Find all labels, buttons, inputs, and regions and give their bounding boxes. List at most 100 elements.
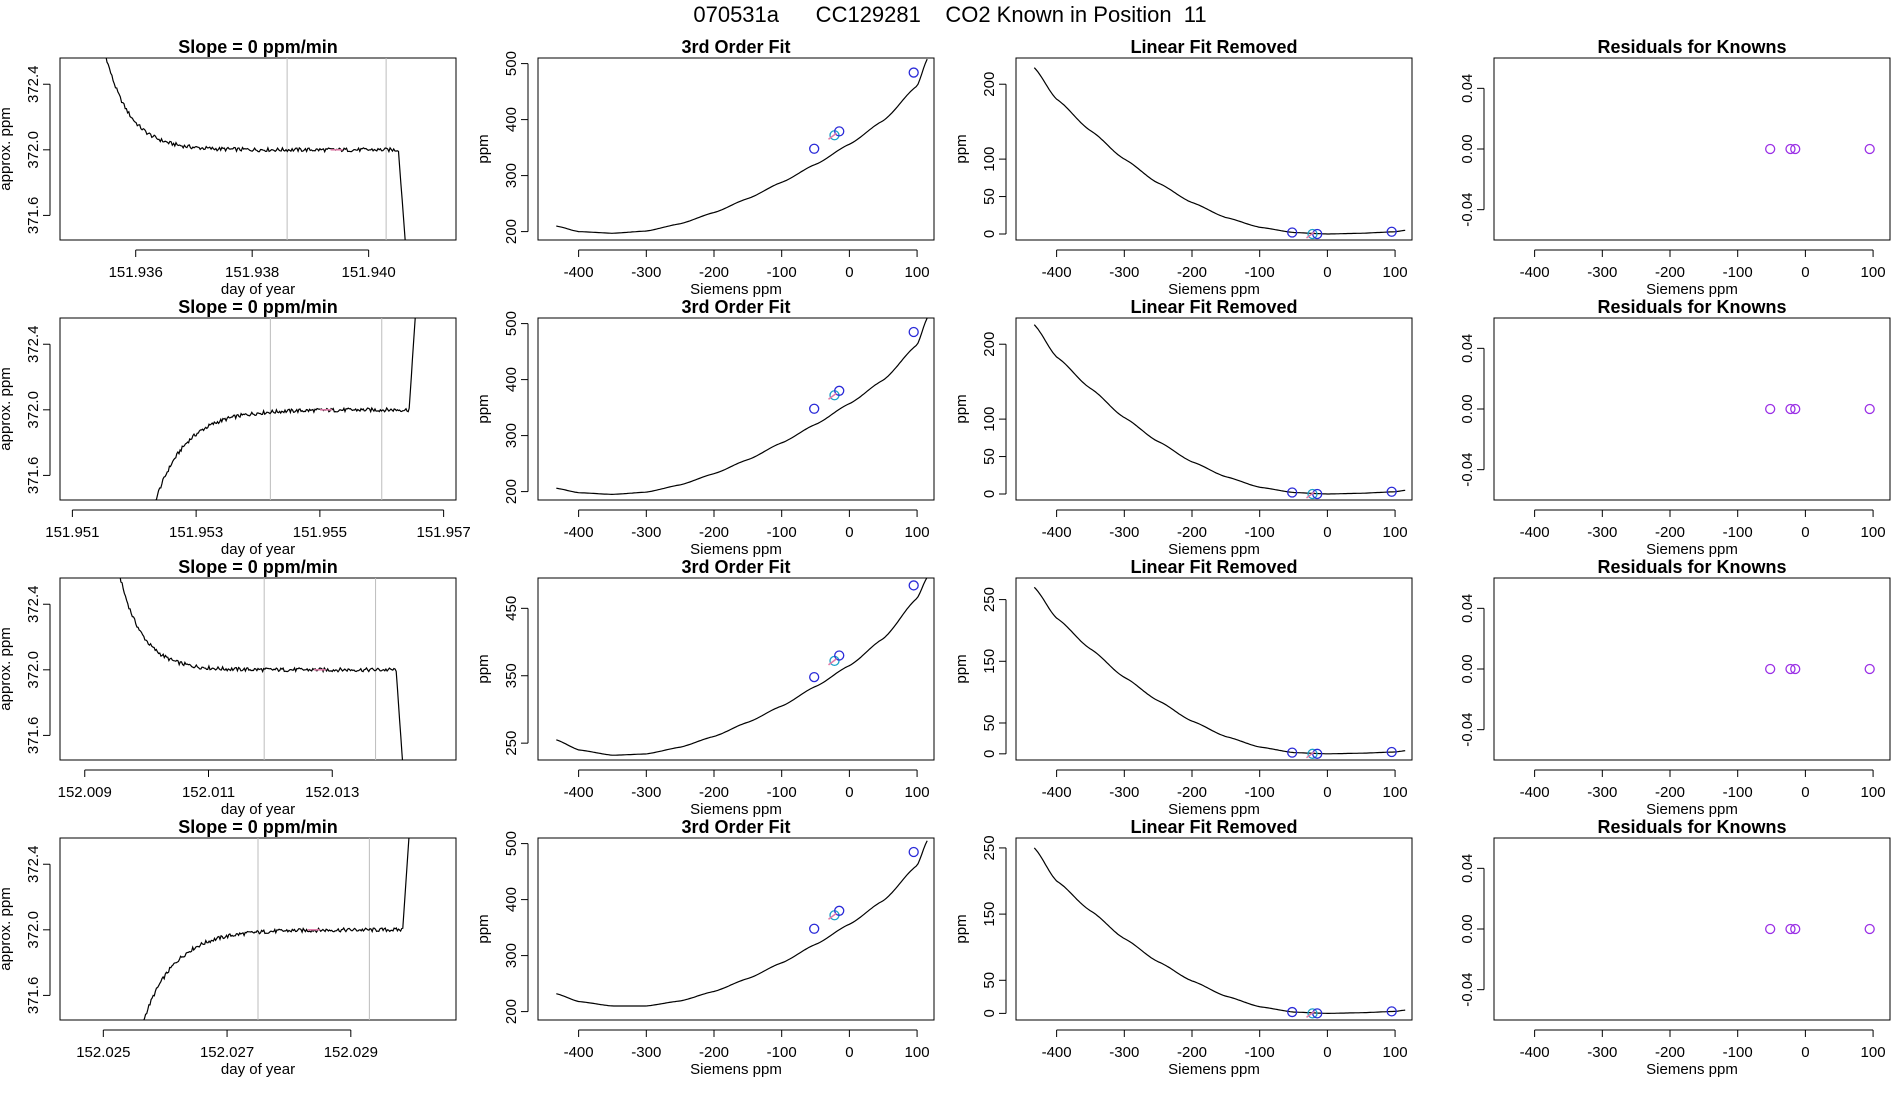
x-tick-label: -300 — [1587, 524, 1617, 541]
y-tick-label: 0.00 — [1459, 914, 1476, 943]
x-tick-label: 151.940 — [342, 264, 396, 281]
y-tick-label: 50 — [981, 715, 998, 732]
known-mean-marker — [828, 912, 837, 920]
y-axis-label: ppm — [475, 914, 492, 943]
x-tick-label: -400 — [564, 524, 594, 541]
fit-curve — [556, 840, 928, 1007]
y-tick-label: 200 — [981, 72, 998, 97]
y-tick-label: 50 — [981, 448, 998, 465]
known-mean-marker — [1306, 491, 1315, 499]
plot-frame — [537, 317, 935, 501]
y-tick-label: 0.00 — [1459, 654, 1476, 683]
y-tick-label: 371.6 — [25, 717, 42, 755]
plot-frame — [1015, 577, 1413, 761]
plot-frame — [1015, 57, 1413, 241]
y-tick-label: 372.4 — [25, 585, 42, 623]
x-tick-label: -300 — [1109, 264, 1139, 281]
x-tick-label: 151.955 — [293, 524, 347, 541]
chart-panel-r2c4: Residuals for Knowns -400 -300 -200 -100 0 100… — [1459, 297, 1891, 558]
y-tick-label: 250 — [503, 731, 520, 756]
x-tick-label: 151.951 — [45, 524, 99, 541]
chart-panel-r2c2: 3rd Order Fit -400 -300 -200 -100 0 100 Siemens… — [475, 297, 935, 558]
chart-title: Slope = 0 ppm/min — [178, 37, 338, 57]
chart-title: 3rd Order Fit — [681, 297, 790, 317]
known-point — [1307, 488, 1318, 500]
x-axis-label: Siemens ppm — [690, 801, 782, 818]
x-tick-label: 100 — [1383, 524, 1408, 541]
chart-panel-r3c3: Linear Fit Removed -400 -300 -200 -100 0 100 Si… — [953, 557, 1413, 818]
x-tick-label: 152.027 — [200, 1044, 254, 1061]
chart-title: Residuals for Knowns — [1597, 557, 1786, 577]
x-tick-label: -200 — [699, 524, 729, 541]
known-point — [834, 385, 845, 396]
x-tick-label: 152.025 — [76, 1044, 130, 1061]
y-tick-label: 400 — [503, 887, 520, 912]
y-tick-label: 400 — [503, 367, 520, 392]
chart-title: 3rd Order Fit — [681, 37, 790, 57]
residual-point — [1765, 143, 1776, 155]
x-tick-label: -400 — [1520, 264, 1550, 281]
y-tick-label: 350 — [503, 663, 520, 688]
y-tick-label: 200 — [503, 479, 520, 504]
x-tick-label: -100 — [1723, 784, 1753, 801]
x-axis-label: Siemens ppm — [1168, 801, 1260, 818]
plot-area — [1765, 143, 1875, 155]
y-tick-label: 200 — [503, 219, 520, 244]
fit-curve — [1033, 586, 1406, 755]
x-tick-label: -100 — [767, 524, 797, 541]
y-tick-label: 100 — [981, 407, 998, 432]
y-axis-label: ppm — [953, 914, 970, 943]
y-axis-label: approx. ppm — [0, 367, 14, 450]
x-tick-label: -200 — [1655, 1044, 1685, 1061]
chart-title: Slope = 0 ppm/min — [178, 557, 338, 577]
y-tick-label: 200 — [981, 332, 998, 357]
x-tick-label: -400 — [564, 264, 594, 281]
known-point — [908, 67, 919, 78]
known-point — [1307, 228, 1318, 240]
concentration-trace — [105, 58, 406, 240]
x-tick-label: -300 — [631, 1044, 661, 1061]
y-tick-label: 50 — [981, 188, 998, 205]
known-point — [908, 846, 919, 858]
x-tick-label: 100 — [1383, 264, 1408, 281]
y-tick-label: 371.6 — [25, 457, 42, 495]
plot-frame — [537, 837, 935, 1021]
y-tick-label: -0.04 — [1459, 713, 1476, 747]
x-tick-label: -200 — [1177, 524, 1207, 541]
x-tick-label: 152.029 — [324, 1044, 378, 1061]
x-axis-label: Siemens ppm — [1646, 801, 1738, 818]
x-tick-label: 100 — [905, 524, 930, 541]
y-axis-label: approx. ppm — [0, 107, 14, 190]
chart-panel-r1c1: Slope = 0 ppm/min 151.936 151.938 151.940 da… — [0, 37, 457, 298]
x-tick-label: 100 — [1861, 524, 1886, 541]
x-tick-label: -300 — [1109, 1044, 1139, 1061]
plot-frame — [1493, 837, 1891, 1021]
plot-area — [1765, 663, 1875, 675]
chart-title: 3rd Order Fit — [681, 557, 790, 577]
y-tick-label: 372.0 — [25, 131, 42, 169]
x-tick-label: 0 — [1801, 264, 1809, 281]
x-tick-label: 100 — [905, 1044, 930, 1061]
known-mean-marker — [1306, 1010, 1315, 1018]
x-tick-label: -400 — [564, 784, 594, 801]
known-point — [1307, 748, 1318, 759]
residual-point — [1785, 143, 1796, 155]
x-tick-label: 0 — [845, 1044, 853, 1061]
x-tick-label: -200 — [699, 1044, 729, 1061]
x-axis-label: Siemens ppm — [690, 541, 782, 558]
x-tick-label: 0 — [1323, 524, 1331, 541]
chart-title: Linear Fit Removed — [1130, 37, 1297, 57]
x-tick-label: -200 — [699, 784, 729, 801]
known-mean-marker — [1306, 751, 1315, 759]
x-tick-label: 0 — [845, 524, 853, 541]
chart-panel-r3c1: Slope = 0 ppm/min 152.009 152.011 152.013 da… — [0, 557, 457, 818]
plot-area — [154, 318, 416, 500]
plot-area — [143, 838, 410, 1020]
residual-point — [1765, 663, 1776, 675]
y-tick-label: 0.04 — [1459, 594, 1476, 623]
plot-frame — [59, 57, 457, 241]
known-point — [908, 580, 919, 591]
y-tick-label: -0.04 — [1459, 973, 1476, 1007]
plot-frame — [537, 57, 935, 241]
x-tick-label: 100 — [1383, 1044, 1408, 1061]
